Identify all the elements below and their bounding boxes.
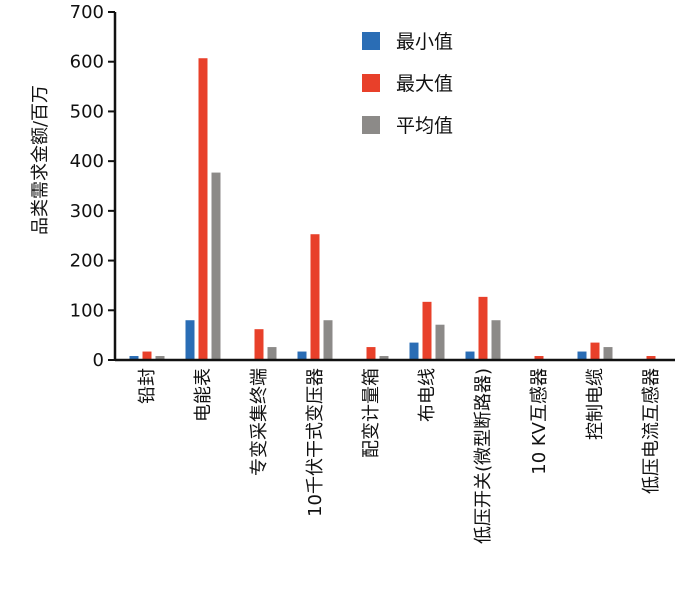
bar-最大值-低压开关(微型断路器) <box>478 296 488 360</box>
legend-label: 最大值 <box>396 73 453 95</box>
bar-最大值-布电线 <box>422 301 432 360</box>
y-axis-title: 品类需求金额/百万 <box>30 85 51 235</box>
bar-平均值-控制电缆 <box>603 347 613 360</box>
x-axis: 铅封 电能表 专变采集终端 10千伏干式变压器 配变计量箱 布电线 低压开关(微型断路器) 1… <box>115 358 675 544</box>
bar-最小值-电能表 <box>185 320 195 360</box>
x-tick-label: 10 KV互感器 <box>529 368 550 475</box>
bar-最小值-10千伏干式变压器 <box>297 351 307 360</box>
legend-swatch <box>362 74 380 92</box>
bar-最大值-专变采集终端 <box>254 329 264 360</box>
x-tick-label: 低压电流互感器 <box>641 368 662 494</box>
legend-swatch <box>362 116 380 134</box>
y-tick-label: 400 <box>70 151 104 172</box>
x-tick-label: 10千伏干式变压器 <box>305 368 326 517</box>
x-tick-label: 配变计量箱 <box>361 368 382 458</box>
x-tick-label: 布电线 <box>417 368 438 422</box>
bar-平均值-电能表 <box>211 172 221 360</box>
legend-label: 平均值 <box>396 115 453 137</box>
legend-swatch <box>362 32 380 50</box>
y-tick-label: 600 <box>70 52 104 73</box>
bar-最大值-低压电流互感器 <box>646 356 656 360</box>
y-tick-label: 0 <box>93 350 104 371</box>
bar-平均值-低压开关(微型断路器) <box>491 320 501 360</box>
bar-最大值-控制电缆 <box>590 342 600 360</box>
bar-最小值-控制电缆 <box>577 351 587 360</box>
x-tick-label: 铅封 <box>137 368 158 404</box>
y-tick-label: 700 <box>70 2 104 23</box>
bar-平均值-10千伏干式变压器 <box>323 320 333 360</box>
bar-最大值-电能表 <box>198 58 208 361</box>
bar-平均值-铅封 <box>155 356 165 360</box>
bars <box>129 58 656 361</box>
x-tick-label: 专变采集终端 <box>249 368 270 476</box>
bar-平均值-专变采集终端 <box>267 347 277 360</box>
bar-最大值-配变计量箱 <box>366 347 376 360</box>
bar-平均值-布电线 <box>435 324 445 360</box>
x-tick-label: 电能表 <box>193 368 214 422</box>
x-tick-label: 控制电缆 <box>585 368 606 440</box>
bar-平均值-配变计量箱 <box>379 356 389 360</box>
y-tick-label: 200 <box>70 251 104 272</box>
bar-最小值-低压开关(微型断路器) <box>465 351 475 360</box>
x-tick-label: 低压开关(微型断路器) <box>473 368 494 544</box>
y-tick-label: 500 <box>70 101 104 122</box>
bar-最大值-铅封 <box>142 351 152 360</box>
y-tick-label: 100 <box>70 300 104 321</box>
legend-label: 最小值 <box>396 31 453 53</box>
bar-最小值-布电线 <box>409 342 419 360</box>
bar-最大值-10千伏干式变压器 <box>310 234 320 360</box>
y-tick-label: 300 <box>70 201 104 222</box>
bar-最小值-铅封 <box>129 356 139 360</box>
bar-最大值-10 KV互感器 <box>534 356 544 360</box>
y-axis: 0 100 200 300 400 500 600 700 <box>70 2 117 371</box>
